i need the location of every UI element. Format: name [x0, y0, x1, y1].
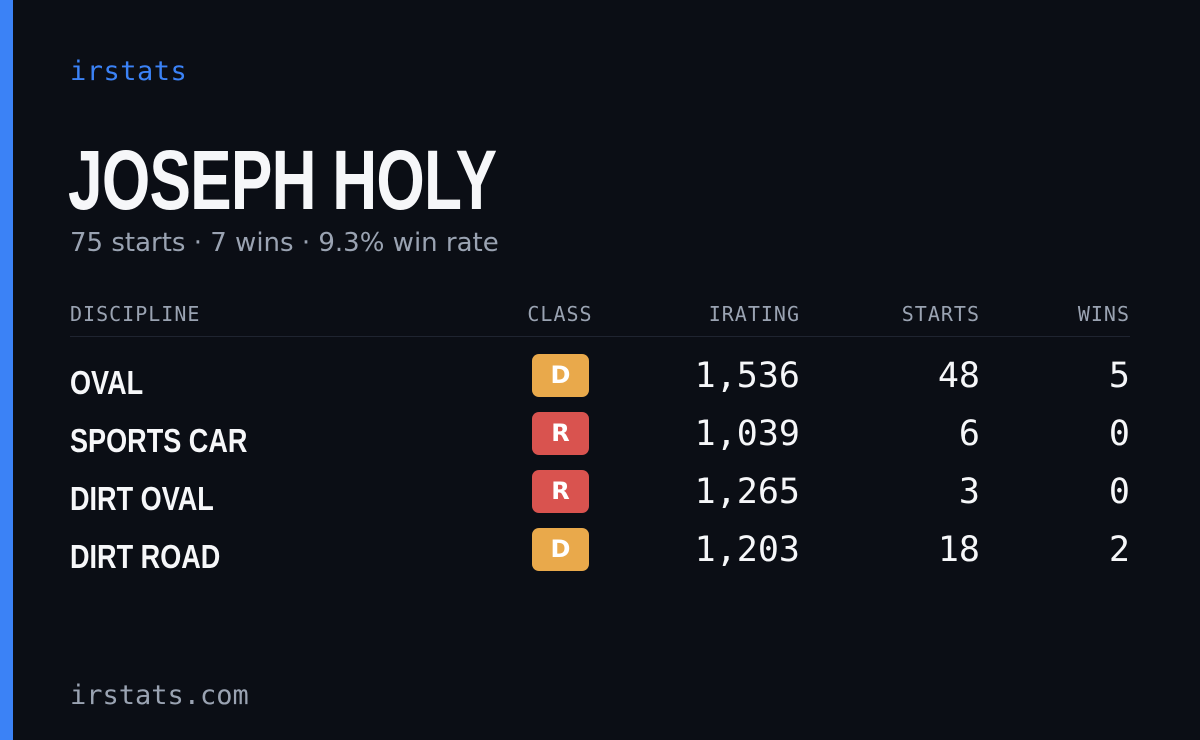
wins-value: 5 [1108, 356, 1130, 396]
irating-value: 1,039 [694, 414, 800, 454]
header-divider [70, 336, 1130, 337]
header-wins: WINS [1077, 302, 1130, 326]
irating-value: 1,265 [694, 472, 800, 512]
wins-value: 0 [1108, 414, 1130, 454]
table-row: SPORTS CAR R 1,039 6 0 [0, 412, 1200, 470]
irating-value: 1,203 [694, 530, 800, 570]
driver-name: JOSEPH HOLY [68, 133, 497, 227]
class-badge: D [532, 528, 589, 571]
table-row: DIRT OVAL R 1,265 3 0 [0, 470, 1200, 528]
header-discipline: DISCIPLINE [70, 302, 201, 326]
table-row: DIRT ROAD D 1,203 18 2 [0, 528, 1200, 586]
table-row: OVAL D 1,536 48 5 [0, 354, 1200, 412]
discipline-name: DIRT ROAD [70, 538, 221, 575]
header-class: CLASS [527, 302, 593, 326]
irating-value: 1,536 [694, 356, 800, 396]
class-badge: D [532, 354, 589, 397]
wins-value: 2 [1108, 530, 1130, 570]
discipline-name: OVAL [70, 364, 144, 401]
class-badge: R [532, 470, 589, 513]
discipline-name: SPORTS CAR [70, 422, 248, 459]
brand-logo: irstats [70, 56, 188, 87]
driver-summary: 75 starts · 7 wins · 9.3% win rate [70, 228, 499, 258]
class-badge: R [532, 412, 589, 455]
starts-value: 18 [937, 530, 980, 570]
starts-value: 3 [958, 472, 980, 512]
discipline-name: DIRT OVAL [70, 480, 214, 517]
footer-url: irstats.com [70, 680, 249, 711]
starts-value: 48 [937, 356, 980, 396]
starts-value: 6 [958, 414, 980, 454]
wins-value: 0 [1108, 472, 1130, 512]
header-irating: IRATING [708, 302, 800, 326]
accent-bar [0, 0, 13, 740]
header-starts: STARTS [901, 302, 980, 326]
